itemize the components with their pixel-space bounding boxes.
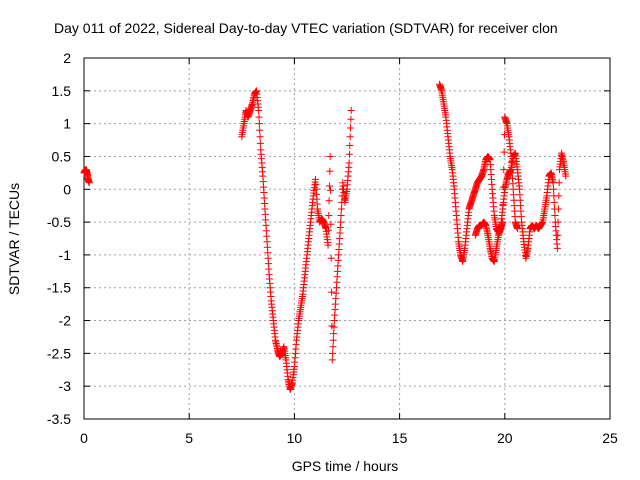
data-point: [500, 148, 508, 156]
y-tick-label: -2: [59, 313, 72, 329]
data-point: [347, 107, 355, 115]
y-tick-label: -1.5: [47, 280, 71, 296]
data-point: [513, 225, 521, 233]
x-tick-label: 25: [602, 430, 618, 446]
x-tick-label: 15: [392, 430, 408, 446]
data-point: [550, 198, 558, 206]
data-point: [329, 343, 337, 351]
data-point: [554, 205, 562, 213]
data-point: [326, 167, 334, 175]
data-point: [325, 197, 333, 205]
y-tick-label: -2.5: [47, 345, 71, 361]
data-point: [347, 124, 355, 132]
data-point: [255, 113, 263, 121]
data-point: [345, 150, 353, 158]
data-point: [337, 218, 345, 226]
series-segment-4: [471, 113, 521, 265]
data-point: [337, 212, 345, 220]
data-point: [85, 179, 93, 187]
data-point: [346, 133, 354, 141]
y-axis-label: SDTVAR / TECUs: [6, 183, 22, 295]
y-tick-label: 1.5: [52, 83, 72, 99]
y-tick-label: 0: [63, 181, 71, 197]
series-segment-1: [80, 166, 93, 187]
data-point: [330, 323, 338, 331]
data-point: [347, 115, 355, 123]
data-point: [499, 218, 507, 226]
plot-frame: [83, 57, 611, 420]
x-tick-label: 10: [287, 430, 303, 446]
data-point: [329, 349, 337, 357]
y-tick-label: 2: [63, 50, 71, 66]
data-point: [327, 220, 335, 228]
data-point: [329, 336, 337, 344]
data-point: [255, 120, 263, 128]
data-point: [555, 179, 563, 187]
data-point: [256, 126, 264, 134]
data-point: [549, 179, 557, 187]
y-tick-label: -1: [59, 247, 72, 263]
data-point: [554, 218, 562, 226]
data-point: [550, 185, 558, 193]
data-point: [555, 192, 563, 200]
data-point: [325, 212, 333, 220]
data-point: [327, 186, 335, 194]
y-tick-label: -3.5: [47, 411, 71, 427]
y-tick-label: -3: [59, 378, 72, 394]
y-tick-label: 0.5: [52, 148, 72, 164]
tick-labels: 0 5 10 15 20 25 -3.5 -3 -2.5 -2 -1.5 -1 -0.5 0 0.5 1 1.5…: [47, 50, 618, 446]
data-point: [255, 107, 263, 115]
data-point: [256, 133, 264, 141]
data-point: [346, 142, 354, 150]
data-point: [325, 182, 333, 190]
y-tick-label: 1: [63, 116, 71, 132]
data-point: [500, 166, 508, 174]
data-point: [330, 330, 338, 338]
chart-title: Day 011 of 2022, Sidereal Day-to-day VTE…: [54, 20, 558, 36]
data-point: [554, 231, 562, 239]
data-point: [256, 139, 264, 147]
data-point: [326, 152, 334, 160]
data-point: [499, 183, 507, 191]
series-segment-2: [238, 87, 355, 393]
x-axis-label: GPS time / hours: [292, 458, 399, 474]
data-point: [328, 288, 336, 296]
x-tick-label: 0: [80, 430, 88, 446]
data-point: [327, 254, 335, 262]
y-tick-label: -0.5: [47, 214, 71, 230]
data-point: [551, 212, 559, 220]
data-points: [80, 80, 570, 393]
tick-marks: [83, 57, 611, 420]
data-point: [345, 159, 353, 167]
data-point: [324, 241, 332, 249]
x-tick-label: 5: [185, 430, 193, 446]
data-point: [499, 201, 507, 209]
data-point: [337, 205, 345, 213]
data-point: [562, 172, 570, 180]
data-point: [553, 244, 561, 252]
data-point: [328, 356, 336, 364]
data-point: [324, 226, 332, 234]
x-tick-label: 20: [497, 430, 513, 446]
